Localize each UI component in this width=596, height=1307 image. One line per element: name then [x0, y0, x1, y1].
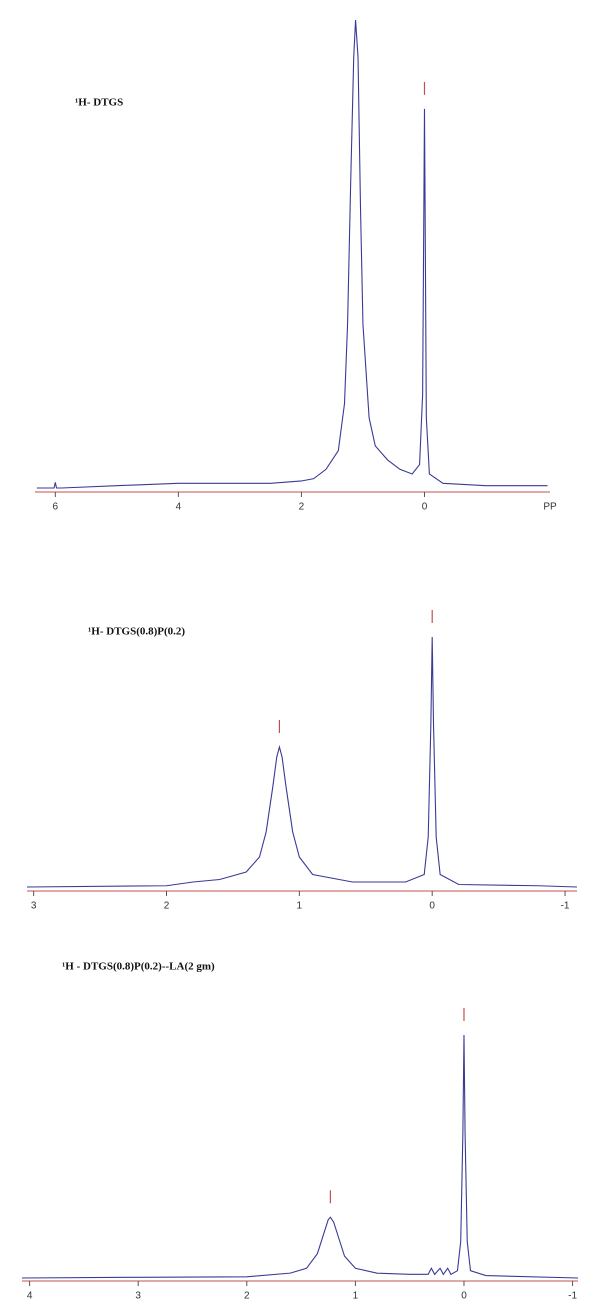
x-tick-label: -1: [561, 901, 570, 912]
x-tick-label: 3: [135, 1291, 141, 1302]
spectrum-line: [26, 636, 578, 888]
chart-title: ¹H- DTGS(0.8)P(0.2): [88, 626, 185, 638]
x-tick-label: 2: [299, 502, 305, 513]
x-tick-label: 2: [164, 901, 170, 912]
x-tick-label: 4: [176, 502, 182, 513]
spectrum-line: [36, 19, 548, 489]
x-tick-label: -1: [568, 1291, 577, 1302]
x-tick-label: 3: [31, 901, 37, 912]
spectrum-line: [21, 1034, 579, 1279]
chart-title: ¹H - DTGS(0.8)P(0.2)--LA(2 gm): [62, 961, 215, 973]
x-tick-label: 2: [244, 1291, 250, 1302]
x-tick-label: 1: [297, 901, 303, 912]
x-tick-label: 0: [429, 901, 435, 912]
chart-title: ¹H- DTGS: [75, 97, 123, 109]
x-tick-label: 1: [353, 1291, 359, 1302]
x-tick-label: 0: [461, 1291, 467, 1302]
x-tick-label: 4: [27, 1291, 33, 1302]
x-tick-label: 6: [53, 502, 59, 513]
x-axis-label: PP: [543, 502, 557, 513]
x-tick-label: 0: [422, 502, 428, 513]
